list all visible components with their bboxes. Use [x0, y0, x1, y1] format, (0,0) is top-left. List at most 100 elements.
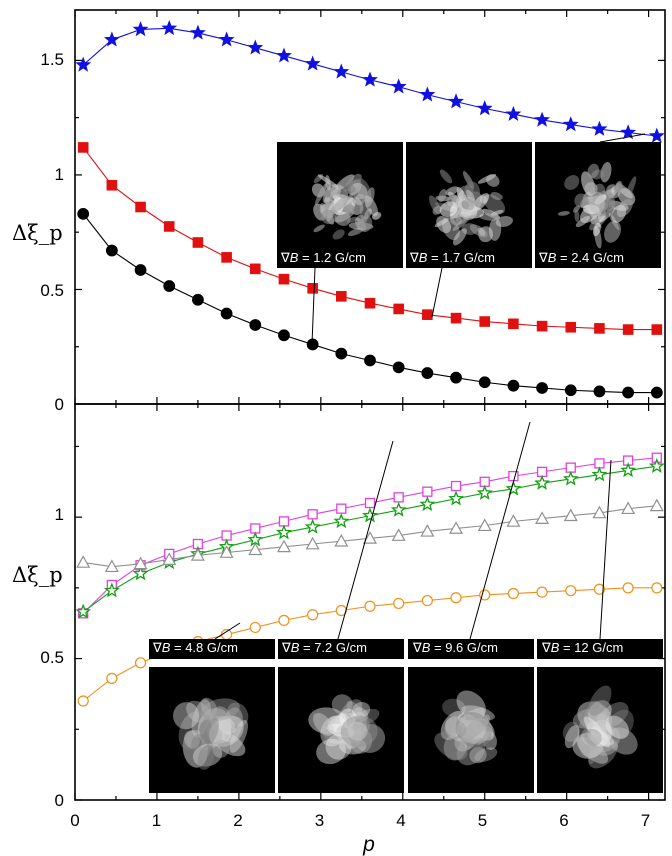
cloud-blob: [573, 205, 581, 213]
square-marker: [364, 297, 376, 309]
star-marker: [103, 31, 120, 47]
cloud-blob: [200, 698, 240, 722]
star-marker: [276, 47, 292, 63]
caption-band: [278, 639, 404, 659]
circle-marker: [163, 280, 176, 292]
cloud-blob: [173, 702, 200, 730]
cloud-blob: [604, 220, 622, 243]
cloud-image: [277, 142, 403, 268]
star-marker: [648, 127, 665, 143]
square-marker: [594, 323, 605, 334]
square-marker: [364, 497, 376, 509]
cloud-blob: [591, 713, 613, 740]
square-marker: [307, 283, 318, 294]
circle-marker: [220, 307, 233, 320]
star-marker: [132, 565, 149, 581]
cloud-blob: [343, 183, 356, 195]
star-marker: [534, 111, 551, 127]
circle-marker: [450, 371, 462, 384]
circle-marker: [106, 672, 118, 684]
circle-marker: [564, 384, 577, 397]
cloud-blob: [587, 725, 621, 753]
star-marker: [419, 86, 436, 102]
circle-marker: [622, 386, 635, 399]
circle-marker: [622, 582, 634, 594]
image-background: [149, 667, 275, 793]
circle-marker: [192, 293, 204, 306]
cloud-blob: [576, 736, 609, 764]
inset-caption: ∇B = 4.8 G/cm: [152, 640, 238, 655]
star-marker: [333, 63, 350, 79]
cloud-blob: [586, 718, 613, 744]
triangle-marker: [592, 505, 607, 519]
star-marker: [218, 31, 235, 47]
cloud-blob: [597, 713, 611, 733]
triangle-marker: [563, 508, 578, 522]
inset-caption: ∇B = 2.4 G/cm: [538, 250, 624, 265]
star-marker: [562, 470, 579, 486]
cloud-blob: [608, 727, 638, 755]
cloud-blob: [445, 716, 476, 743]
cloud-blob: [209, 706, 232, 734]
star-marker: [476, 484, 493, 500]
data-series: [76, 498, 664, 573]
cloud-blob: [452, 215, 471, 231]
cloud-blob: [439, 201, 458, 218]
square-marker: [135, 201, 146, 213]
star-marker: [362, 71, 378, 87]
square-marker: [77, 142, 89, 153]
cloud-blob: [326, 723, 356, 738]
cloud-blob: [221, 707, 244, 743]
data-series: [77, 207, 663, 399]
image-background: [408, 667, 534, 793]
cloud-blob: [584, 182, 598, 196]
x-tick-label: 6: [559, 811, 568, 830]
square-marker: [192, 237, 204, 248]
cloud-blob: [469, 746, 487, 764]
square-marker: [307, 509, 318, 520]
square-marker: [393, 303, 404, 315]
cloud-blob: [353, 708, 380, 726]
circle-marker: [421, 594, 433, 607]
cloud-blob: [445, 186, 459, 196]
cloud-blob: [338, 736, 367, 755]
cloud-blob: [557, 211, 570, 216]
square-marker: [651, 324, 663, 335]
cloud-blob: [587, 731, 615, 746]
cloud-blob: [587, 163, 600, 178]
axes-layer: [74, 9, 666, 801]
circle-marker: [77, 207, 90, 220]
cloud-blob: [182, 729, 208, 768]
star-marker: [620, 124, 637, 140]
square-marker: [508, 470, 519, 482]
square-marker: [565, 321, 577, 333]
cloud-blob: [440, 710, 466, 741]
cloud-image: [149, 667, 275, 793]
cloud-blob: [336, 725, 349, 739]
circle-marker: [105, 244, 118, 257]
cloud-blob: [466, 189, 475, 202]
square-marker: [336, 291, 347, 302]
triangle-marker: [305, 536, 320, 550]
y-tick-label: 0: [55, 395, 64, 414]
cloud-blob: [439, 169, 453, 184]
cloud-blob: [328, 712, 363, 738]
cloud-blob: [201, 721, 224, 742]
cloud-blob: [438, 188, 447, 203]
triangle-marker: [248, 542, 263, 556]
cloud-blob: [322, 184, 339, 204]
square-marker: [536, 320, 548, 332]
circle-marker: [650, 386, 663, 399]
cloud-blob: [443, 733, 467, 761]
star-marker: [276, 524, 292, 540]
cloud-blob: [479, 195, 488, 204]
cloud-blob: [574, 193, 588, 208]
triangle-marker: [449, 521, 464, 534]
square-marker: [336, 503, 347, 514]
caption-band: [408, 639, 534, 659]
caption-band: [277, 248, 403, 268]
cloud-blob: [346, 700, 371, 731]
cloud-blob: [611, 204, 627, 223]
cloud-blob: [588, 728, 603, 765]
